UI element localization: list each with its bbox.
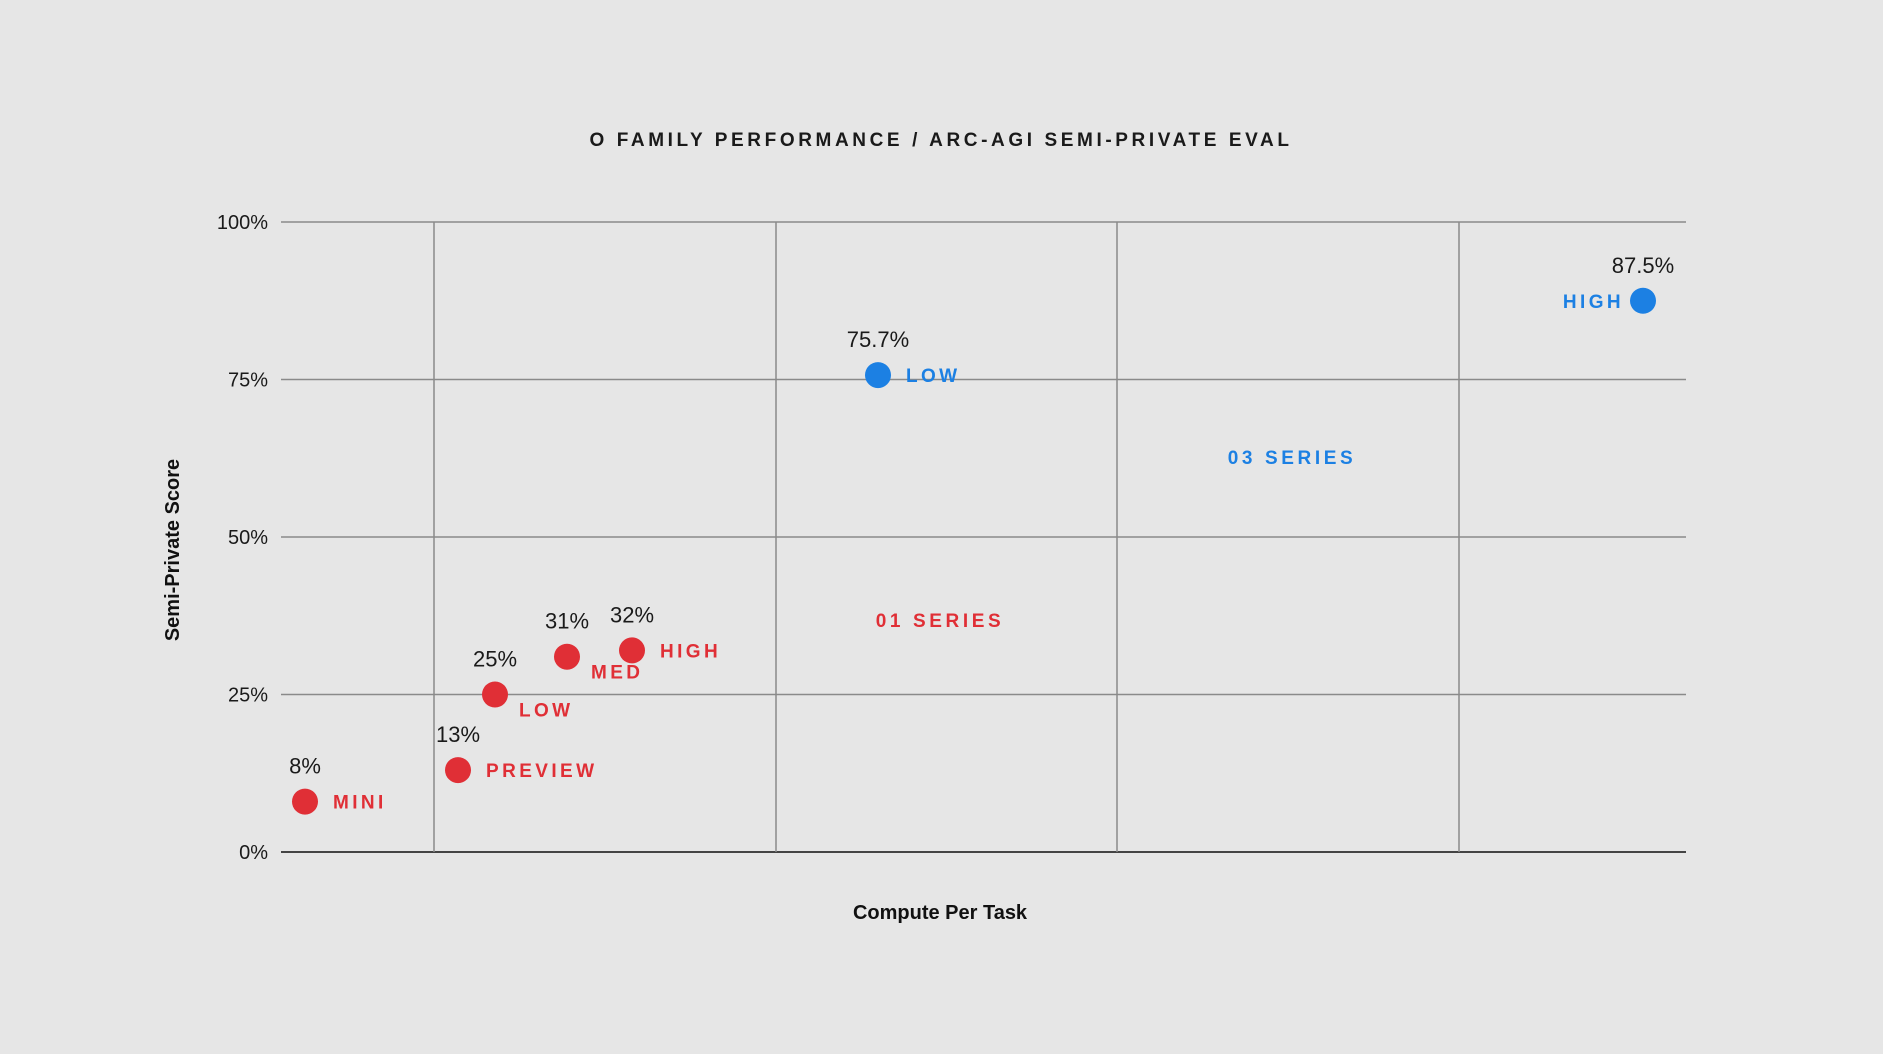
point-label: LOW [906,366,961,387]
point-label: MED [591,663,643,684]
data-points: 8% MINI 13% PREVIEW 25% LOW 31% MED 32% HIGH 75.7%… [289,253,1674,815]
data-label-value: 25% [473,647,517,672]
x-axis-label: Compute Per Task [853,902,1028,924]
data-point-group-o1-high: 32% HIGH [610,602,721,664]
data-point-o3-high [1630,287,1656,314]
chart-title: O FAMILY PERFORMANCE / ARC-AGI SEMI-PRIV… [589,130,1292,151]
y-axis-ticks: 0% 25% 50% 75% 100% [217,212,268,864]
data-point-group-o1-mini: 8% MINI [289,754,387,815]
data-point-group-o3-low: 75.7% LOW [847,327,961,389]
data-point-group-o1-med: 31% MED [545,609,643,684]
data-point-group-o3-high: 87.5% HIGH [1563,253,1674,314]
data-point-o3-low [865,362,891,389]
data-point-o1-high [619,637,645,664]
data-label-value: 75.7% [847,327,909,352]
data-label-value: 31% [545,609,589,634]
data-label-value: 32% [610,602,654,627]
point-label: HIGH [1563,292,1624,313]
y-axis-label: Semi-Private Score [162,459,184,641]
data-point-o1-preview [445,757,471,784]
point-label: HIGH [660,641,721,662]
data-point-group-o1-low: 25% LOW [473,647,574,722]
data-point-o1-low [482,681,508,708]
grid [281,221,1686,853]
data-label-value: 87.5% [1612,253,1674,278]
data-point-o1-mini [292,788,318,815]
y-tick-label: 0% [239,842,268,864]
data-label-value: 8% [289,754,321,779]
data-label-value: 13% [436,722,480,747]
point-label: LOW [519,701,574,722]
data-point-group-o1-preview: 13% PREVIEW [436,722,597,784]
series-label-o3: 03 SERIES [1228,448,1357,469]
y-tick-label: 100% [217,212,268,234]
point-label: PREVIEW [486,761,597,782]
series-label-o1: 01 SERIES [876,611,1005,632]
point-label: MINI [333,793,387,814]
y-tick-label: 50% [228,527,268,549]
y-tick-label: 75% [228,370,268,392]
data-point-o1-med [554,643,580,670]
y-tick-label: 25% [228,685,268,707]
series-labels: 01 SERIES 03 SERIES [876,448,1357,632]
